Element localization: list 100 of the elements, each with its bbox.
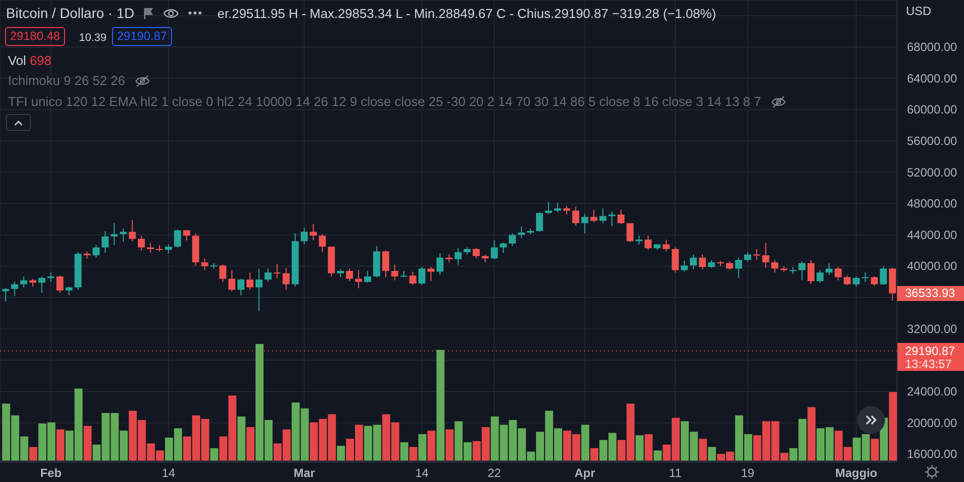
chart-title: Bitcoin / Dollaro · 1D [6, 5, 134, 21]
bar [237, 416, 246, 461]
bar [246, 427, 254, 461]
candlestick [698, 254, 706, 270]
candlestick [174, 228, 182, 248]
candlestick [808, 259, 815, 285]
candlestick [472, 248, 480, 259]
candlestick [862, 272, 869, 282]
candlestick [138, 235, 145, 252]
y-tick-label: 56000.00 [907, 134, 958, 148]
bar [427, 430, 436, 461]
candlestick [427, 266, 434, 282]
x-tick-label: Maggio [835, 466, 878, 480]
candlestick [490, 240, 498, 260]
candlestick [581, 213, 588, 234]
candlestick [92, 244, 100, 258]
y-tick-label: 52000.00 [907, 165, 958, 180]
candlestick [844, 275, 851, 286]
candlestick [264, 268, 272, 282]
candlestick [454, 248, 462, 266]
annotation: Ichimoku 9 26 52 26 [8, 73, 126, 89]
bar [698, 438, 707, 461]
candlestick [38, 276, 46, 294]
candlestick [318, 234, 326, 253]
candlestick [274, 263, 281, 278]
candlestick [626, 222, 634, 242]
candlestick [852, 276, 860, 288]
x-tick-label: Apr [574, 466, 596, 480]
y-tick-label: 64000.00 [907, 71, 958, 86]
bar [336, 446, 345, 461]
candlestick [409, 271, 416, 286]
ref-line-label: 29190.87 [905, 344, 956, 358]
candlestick [744, 252, 752, 262]
candlestick [355, 270, 362, 289]
y-tick-label: 24000.00 [907, 384, 958, 399]
x-tick-label: 11 [669, 466, 682, 480]
candlestick [816, 270, 824, 284]
bar [29, 446, 38, 461]
candlestick [256, 268, 263, 312]
candlestick [2, 288, 10, 302]
candlestick [56, 275, 64, 294]
candlestick [110, 222, 118, 246]
bar [654, 450, 662, 461]
bar [446, 429, 454, 461]
x-tick-label: 14 [415, 466, 429, 480]
candlestick [672, 246, 679, 273]
candlestick [300, 227, 308, 245]
bar [409, 446, 418, 461]
text: 13:43:57 [905, 356, 952, 371]
candlestick [680, 260, 688, 272]
candlestick [880, 266, 887, 286]
candlestick [572, 206, 580, 226]
x-tick-label: 22 [488, 466, 502, 480]
candlestick [418, 266, 426, 286]
candlestick [228, 270, 236, 292]
candlestick [608, 210, 616, 227]
y-tick-label: 44000.00 [907, 228, 958, 242]
candlestick [382, 250, 390, 278]
candlestick [47, 272, 54, 282]
y-tick-label: 32000.00 [907, 322, 958, 336]
bar [808, 407, 816, 461]
candlestick [391, 264, 398, 281]
bar [644, 434, 653, 461]
candlestick [690, 254, 697, 270]
candlestick [870, 276, 878, 286]
candlestick [518, 226, 525, 239]
candlestick [798, 261, 806, 281]
bar [708, 446, 716, 461]
candlestick [599, 208, 606, 224]
candlestick [128, 220, 136, 242]
candlestick [662, 239, 670, 252]
annotation: 29180.48 [10, 29, 60, 43]
candlestick [644, 235, 652, 250]
candlestick [436, 252, 444, 276]
bar [636, 435, 644, 461]
candlestick [237, 278, 244, 296]
y-tick-label: 20000.00 [907, 416, 958, 430]
x-tick-label: Mar [294, 466, 316, 480]
annotation: 29190.87 [117, 29, 168, 43]
bar [84, 426, 92, 461]
candlestick [165, 244, 172, 254]
bar [210, 448, 218, 461]
candlestick [762, 242, 770, 268]
candlestick [11, 281, 18, 296]
bar [418, 434, 426, 461]
candlestick [536, 212, 544, 232]
text: 36533.93 [905, 286, 956, 300]
x-tick-label: 19 [741, 466, 755, 480]
x-tick-label: 14 [162, 466, 176, 480]
bar [870, 438, 879, 461]
bar [581, 424, 590, 461]
candlestick [753, 248, 760, 260]
x-tick-label: Feb [40, 466, 62, 480]
bar [400, 442, 408, 461]
candlestick [282, 267, 290, 290]
candlestick [246, 272, 254, 290]
y-tick-label: 48000.00 [907, 196, 958, 211]
bar [888, 392, 897, 461]
bar [436, 350, 444, 461]
candlestick [183, 230, 190, 241]
